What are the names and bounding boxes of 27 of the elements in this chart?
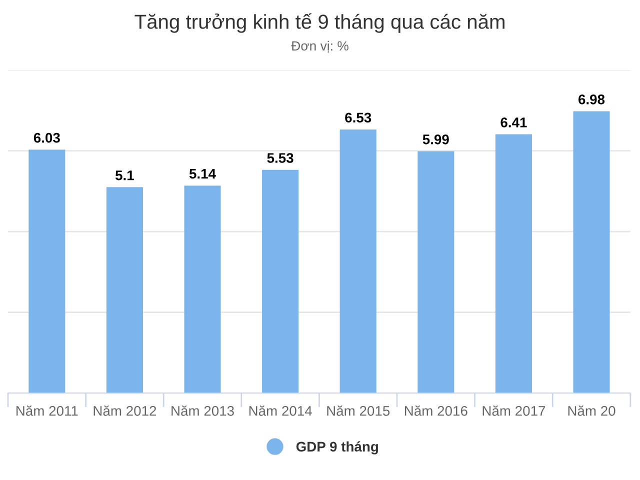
x-tick-label: Năm 2012 — [94, 405, 156, 416]
x-tick-label: Năm 2013 — [172, 405, 234, 416]
chart-title: Tăng trưởng kinh tế 9 tháng qua các năm — [134, 13, 504, 33]
legend-label: GDP 9 tháng — [296, 441, 378, 454]
data-label: 5.14 — [189, 168, 216, 179]
bar — [340, 129, 376, 394]
bar — [418, 151, 454, 394]
data-label: 6.98 — [578, 94, 605, 104]
bar — [184, 186, 221, 394]
data-label: 5.99 — [422, 134, 449, 144]
bar — [106, 187, 143, 394]
bar — [495, 134, 532, 394]
x-tick-label: Năm 2015 — [327, 405, 390, 416]
bar — [28, 150, 66, 394]
data-label: 6.53 — [345, 112, 372, 123]
x-tick-label: Năm 2014 — [249, 405, 312, 416]
data-label: 6.03 — [34, 132, 60, 143]
x-tick-label: Năm 20 — [568, 405, 616, 416]
bar — [262, 170, 299, 394]
data-label: 5.53 — [267, 153, 294, 163]
data-label: 6.41 — [500, 118, 527, 128]
bar — [573, 111, 610, 394]
x-tick-label: Năm 2011 — [16, 405, 78, 416]
chart-subtitle: Đơn vị: % — [291, 40, 348, 52]
data-label: 5.1 — [115, 170, 134, 180]
x-tick-label: Năm 2016 — [405, 405, 468, 416]
x-tick-label: Năm 2017 — [482, 405, 546, 416]
